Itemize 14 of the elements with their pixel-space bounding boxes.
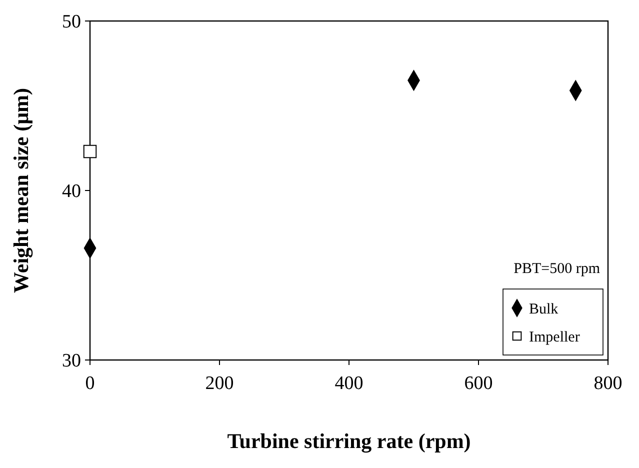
point [83, 144, 97, 158]
legend-label: Impeller [529, 329, 580, 346]
legend-label: Bulk [529, 301, 559, 318]
annotation: PBT=500 rpm [514, 261, 600, 277]
x-tick-label: 600 [464, 373, 493, 394]
y-tick-label: 40 [62, 181, 81, 202]
x-tick-label: 800 [594, 373, 622, 394]
x-tick-label: 0 [85, 373, 95, 394]
y-axis-title: Weight mean size (μm) [9, 88, 33, 293]
y-tick-label: 50 [62, 12, 81, 33]
x-tick-label: 400 [334, 373, 364, 394]
x-axis-title: Turbine stirring rate (rpm) [227, 429, 471, 453]
y-tick-label: 30 [62, 350, 81, 372]
x-tick-label: 200 [205, 373, 234, 394]
